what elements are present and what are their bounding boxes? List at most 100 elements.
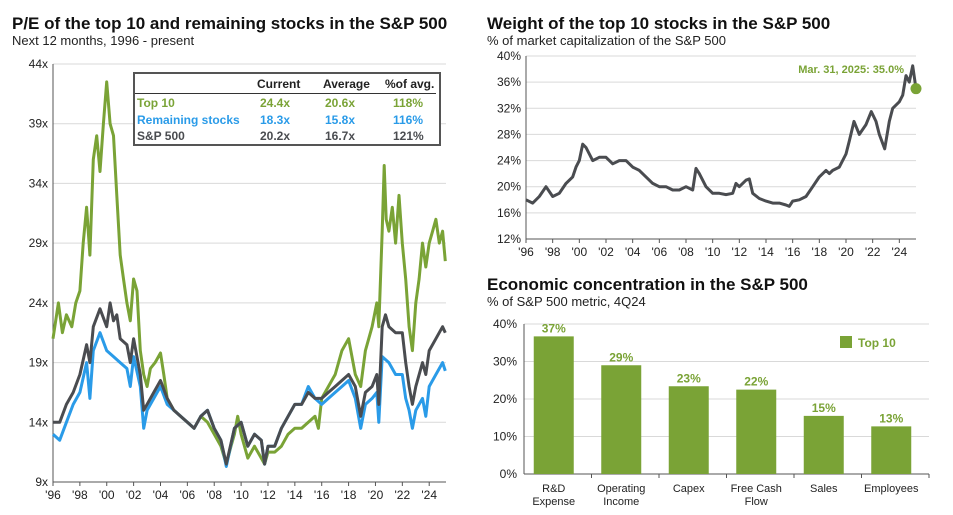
bar-category-label: Operating xyxy=(597,483,645,495)
weight-xtick-label: '04 xyxy=(625,245,641,259)
pe-series-top-10 xyxy=(51,80,447,466)
weight-ytick-label: 20% xyxy=(497,180,521,194)
weight-ytick-label: 16% xyxy=(497,206,521,220)
pe-xtick-label: '10 xyxy=(233,488,249,502)
table-row-pct: 116% xyxy=(393,112,424,127)
weight-chart-subtitle: % of market capitalization of the S&P 50… xyxy=(487,33,726,48)
table-header-average: Average xyxy=(323,77,370,91)
bar xyxy=(601,365,642,474)
pe-xtick-label: '98 xyxy=(72,488,88,502)
bar-ytick-label: 20% xyxy=(493,392,517,406)
bar-value-label: 37% xyxy=(542,321,566,335)
pe-ytick-label: 39x xyxy=(29,117,48,131)
weight-latest-marker xyxy=(910,83,922,95)
weight-xtick-label: '14 xyxy=(758,245,774,259)
table-header-pct: %of avg. xyxy=(385,77,435,91)
table-row-pct: 121% xyxy=(393,129,424,143)
bar xyxy=(533,336,574,474)
weight-ytick-label: 12% xyxy=(497,232,521,246)
table-row-label: S&P 500 xyxy=(137,129,185,143)
bar-category-label: Capex xyxy=(673,483,705,495)
weight-series-top-10-weight xyxy=(525,64,918,208)
pe-ytick-label: 19x xyxy=(29,356,48,370)
weight-ytick-label: 28% xyxy=(497,127,521,141)
bar xyxy=(736,389,777,474)
pe-ytick-label: 29x xyxy=(29,236,48,250)
weight-xtick-label: '98 xyxy=(545,245,561,259)
pe-xtick-label: '12 xyxy=(260,488,276,502)
bar-value-label: 15% xyxy=(812,401,836,415)
bar xyxy=(871,426,912,474)
bar-category-label: Free Cash xyxy=(731,483,782,495)
weight-annotation: Mar. 31, 2025: 35.0% xyxy=(798,64,904,76)
pe-xtick-label: '22 xyxy=(395,488,411,502)
pe-ytick-label: 34x xyxy=(29,176,48,190)
legend-swatch xyxy=(840,336,852,348)
pe-xtick-label: '96 xyxy=(45,488,61,502)
weight-xtick-label: '16 xyxy=(785,245,801,259)
weight-xtick-label: '22 xyxy=(865,245,881,259)
table-row-current: 24.4x xyxy=(260,96,291,110)
pe-xtick-label: '02 xyxy=(126,488,142,502)
pe-ytick-label: 14x xyxy=(29,415,48,429)
pe-ytick-label: 44x xyxy=(29,57,48,71)
bar-category-label: Expense xyxy=(532,496,575,508)
pe-chart-title: P/E of the top 10 and remaining stocks i… xyxy=(12,14,448,33)
bar-category-label: R&D xyxy=(542,483,565,495)
bar-value-label: 23% xyxy=(677,371,701,385)
pe-xtick-label: '20 xyxy=(368,488,384,502)
table-row-average: 16.7x xyxy=(325,129,356,143)
pe-xtick-label: '18 xyxy=(341,488,357,502)
pe-ytick-label: 24x xyxy=(29,296,48,310)
weight-xtick-label: '18 xyxy=(812,245,828,259)
table-row-average: 15.8x xyxy=(325,112,356,127)
concentration-chart-title: Economic concentration in the S&P 500 xyxy=(487,275,808,294)
weight-xtick-label: '20 xyxy=(838,245,854,259)
bar-category-label: Sales xyxy=(810,483,838,495)
table-row-current: 20.2x xyxy=(260,129,291,143)
pe-xtick-label: '00 xyxy=(99,488,115,502)
bar-category-label: Employees xyxy=(864,483,919,495)
pe-xtick-label: '06 xyxy=(180,488,196,502)
bar xyxy=(668,386,709,474)
weight-xtick-label: '10 xyxy=(705,245,721,259)
weight-xtick-label: '12 xyxy=(732,245,748,259)
weight-xtick-label: '08 xyxy=(678,245,694,259)
bar-ytick-label: 40% xyxy=(493,317,517,331)
weight-xtick-label: '00 xyxy=(572,245,588,259)
pe-ytick-label: 9x xyxy=(35,475,48,489)
pe-chart-subtitle: Next 12 months, 1996 - present xyxy=(12,33,195,48)
table-divider xyxy=(135,93,436,94)
table-row-label: Remaining stocks xyxy=(137,112,240,127)
table-row-average: 20.6x xyxy=(325,96,356,110)
legend-label: Top 10 xyxy=(858,336,896,350)
weight-ytick-label: 32% xyxy=(497,101,521,115)
pe-summary-table: Current Average %of avg. Top 10 24.4x 20.6… xyxy=(133,72,441,146)
pe-xtick-label: '04 xyxy=(153,488,169,502)
bar-category-label: Income xyxy=(603,496,639,508)
bar-ytick-label: 30% xyxy=(493,355,517,369)
table-row-label: Top 10 xyxy=(137,96,175,110)
table-row-pct: 118% xyxy=(393,96,424,110)
table-row-current: 18.3x xyxy=(260,112,291,127)
pe-xtick-label: '08 xyxy=(206,488,222,502)
weight-ytick-label: 40% xyxy=(497,49,521,63)
pe-series-s-p-500 xyxy=(53,301,447,466)
bar-value-label: 13% xyxy=(879,411,903,425)
weight-xtick-label: '02 xyxy=(598,245,614,259)
weight-ytick-label: 24% xyxy=(497,154,521,168)
pe-xtick-label: '16 xyxy=(314,488,330,502)
pe-xtick-label: '14 xyxy=(287,488,303,502)
bar-ytick-label: 10% xyxy=(493,430,517,444)
weight-xtick-label: '96 xyxy=(518,245,534,259)
bar-value-label: 29% xyxy=(609,350,633,364)
weight-xtick-label: '24 xyxy=(892,245,908,259)
weight-ytick-label: 36% xyxy=(497,75,521,89)
weight-chart-title: Weight of the top 10 stocks in the S&P 5… xyxy=(487,14,831,33)
bar-category-label: Flow xyxy=(745,496,768,508)
concentration-chart-subtitle: % of S&P 500 metric, 4Q24 xyxy=(487,294,646,309)
bar xyxy=(803,415,844,474)
table-header-current: Current xyxy=(257,77,301,91)
